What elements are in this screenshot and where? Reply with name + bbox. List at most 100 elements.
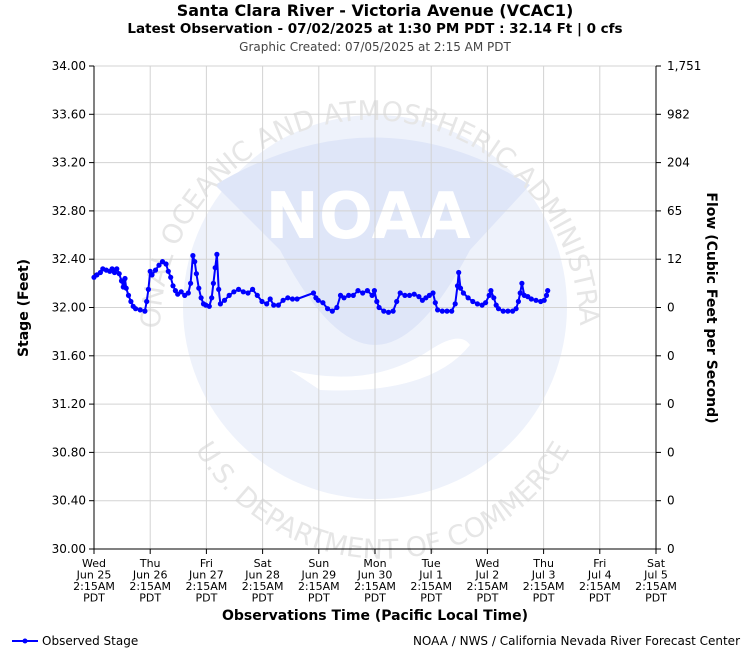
data-point <box>543 292 550 298</box>
data-point <box>488 288 494 294</box>
data-point <box>193 271 199 277</box>
data-point <box>528 296 534 302</box>
x-tick-label: Wed Jun 25 2:15AM PDT <box>73 557 115 605</box>
data-point <box>320 300 326 306</box>
x-tick-label: Fri Jun 27 2:15AM PDT <box>186 557 228 605</box>
data-point <box>430 290 436 296</box>
data-point <box>381 308 387 314</box>
x-tick-label: Sat Jul 5 2:15AM PDT <box>635 557 677 605</box>
y-axis-label: Stage (Feet) <box>16 259 32 357</box>
data-point <box>390 308 396 314</box>
data-point <box>188 280 194 286</box>
data-point <box>449 308 455 314</box>
y-tick-label: 30.40 <box>52 494 86 508</box>
data-point <box>310 290 317 296</box>
data-point <box>294 296 300 302</box>
y-tick-label: 32.00 <box>52 301 86 315</box>
data-point <box>217 301 223 307</box>
data-point <box>355 288 361 294</box>
y-tick-label: 32.80 <box>52 204 86 218</box>
data-point <box>402 292 408 298</box>
data-point <box>376 304 382 311</box>
data-point <box>267 296 273 302</box>
data-point <box>474 301 480 307</box>
data-point <box>457 285 464 291</box>
data-point <box>212 265 218 271</box>
data-point <box>369 292 375 298</box>
data-point <box>452 301 458 307</box>
data-point <box>460 290 466 296</box>
data-point <box>209 295 215 301</box>
data-point <box>491 295 497 301</box>
x-tick-label: Sun Jun 29 2:15AM PDT <box>298 557 340 605</box>
x-tick-label: Tue Jul 1 2:15AM PDT <box>410 557 452 605</box>
y2-tick-label: 12 <box>667 252 682 266</box>
chart-title: Santa Clara River - Victoria Avenue (VCA… <box>176 1 574 20</box>
data-point <box>240 289 246 295</box>
data-point <box>198 295 204 301</box>
y2-tick-label: 0 <box>667 349 675 363</box>
x-axis-label: Observations Time (Pacific Local Time) <box>222 608 528 624</box>
y2-axis-label: Flow (Cubic Feet per Second) <box>703 192 719 423</box>
data-point <box>385 309 392 315</box>
data-point <box>192 259 198 265</box>
data-point <box>170 283 176 289</box>
y2-tick-label: 0 <box>667 542 675 556</box>
x-tick-label: Wed Jul 2 2:15AM PDT <box>467 557 509 605</box>
data-point <box>116 271 122 277</box>
data-point <box>519 280 525 286</box>
data-point <box>465 295 471 301</box>
data-point <box>185 290 191 296</box>
x-tick-label: Mon Jun 30 2:15AM PDT <box>354 557 396 605</box>
data-point <box>231 289 237 295</box>
y2-tick-label: 0 <box>667 397 675 411</box>
x-tick-label: Thu Jun 26 2:15AM PDT <box>129 557 171 605</box>
x-tick-label: Fri Jul 4 2:15AM PDT <box>579 557 621 605</box>
data-point <box>275 302 281 308</box>
x-tick-label: Sat Jun 28 2:15AM PDT <box>242 557 284 605</box>
graphic-created: Graphic Created: 07/05/2025 at 2:15 AM P… <box>239 40 511 54</box>
data-point <box>144 298 150 305</box>
data-point <box>221 297 228 303</box>
data-point <box>325 306 331 312</box>
data-point <box>346 292 352 298</box>
data-point <box>190 253 196 259</box>
data-point <box>444 308 450 314</box>
data-point <box>483 300 489 306</box>
data-point <box>271 302 277 308</box>
data-point <box>334 304 340 311</box>
data-point <box>285 295 291 301</box>
data-point <box>439 308 445 314</box>
data-point <box>456 269 462 276</box>
data-point <box>360 290 366 296</box>
data-point <box>350 292 356 298</box>
data-point <box>505 308 511 314</box>
y2-tick-label: 204 <box>667 156 690 170</box>
data-point <box>315 297 321 303</box>
data-point <box>435 307 441 313</box>
data-point <box>545 288 551 294</box>
data-point <box>163 261 169 267</box>
data-point <box>123 285 129 291</box>
data-point <box>280 297 286 303</box>
data-point <box>149 272 155 278</box>
y2-tick-label: 65 <box>667 204 682 218</box>
y2-tick-label: 0 <box>667 301 675 315</box>
legend: Observed Stage <box>12 634 138 648</box>
x-tick-label: Thu Jul 3 2:15AM PDT <box>523 557 565 605</box>
data-point <box>226 292 232 298</box>
data-point <box>210 280 216 286</box>
y-tick-label: 32.40 <box>52 252 86 266</box>
data-point <box>371 288 377 294</box>
data-point <box>411 291 417 297</box>
y2-tick-label: 0 <box>667 494 675 508</box>
data-point <box>432 300 438 306</box>
data-point <box>128 298 134 305</box>
data-point <box>142 308 148 314</box>
data-point <box>517 290 523 296</box>
data-point <box>168 274 174 280</box>
data-point <box>137 307 143 313</box>
data-point <box>196 285 202 291</box>
data-point <box>264 301 270 307</box>
